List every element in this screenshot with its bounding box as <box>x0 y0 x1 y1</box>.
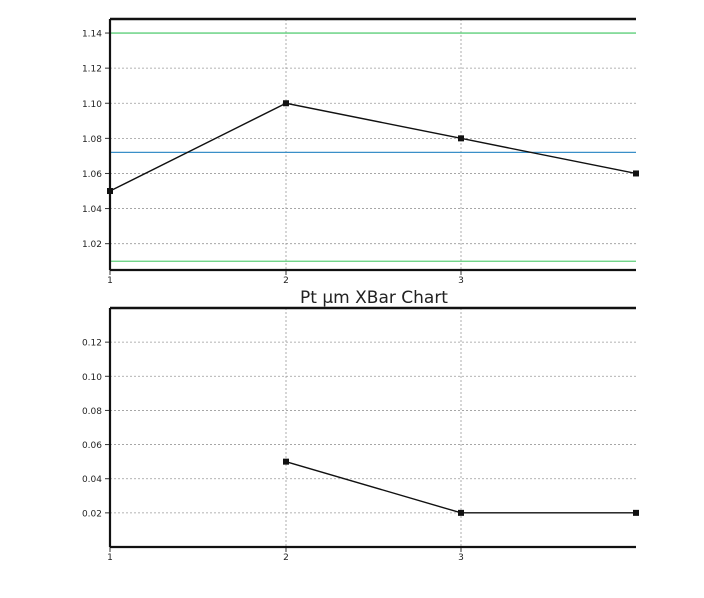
panel2-ytick-label: 0.10 <box>82 373 102 383</box>
panel2-xtick-label: 2 <box>283 553 289 563</box>
panel2-ytick-label: 0.04 <box>82 475 102 485</box>
panel1-ytick-label: 1.06 <box>82 170 102 180</box>
panel1-ytick-label: 1.02 <box>82 240 102 250</box>
panel2-xtick-label: 1 <box>107 553 113 563</box>
panel1-ytick-label: 1.04 <box>82 205 102 215</box>
panel1-ytick-label: 1.10 <box>82 100 102 110</box>
panel2-data-point <box>633 509 639 516</box>
panel1-ytick-label: 1.12 <box>82 65 102 75</box>
panel2-data-point <box>458 509 464 516</box>
panel1-xtick-label: 3 <box>458 276 464 286</box>
panel1-ytick-label: 1.14 <box>82 30 102 40</box>
panel2-ytick-label: 0.12 <box>82 339 102 349</box>
panel1-data-point <box>283 100 289 107</box>
panel1-data-point <box>458 135 464 142</box>
panel2-ytick-label: 0.06 <box>82 441 102 451</box>
panel1-xtick-label: 1 <box>107 276 113 286</box>
chart-title: Pt µm XBar Chart <box>300 288 448 308</box>
panel2-ytick-label: 0.08 <box>82 407 102 417</box>
panel2-ytick-label: 0.02 <box>82 509 102 519</box>
panel2-xtick-label: 3 <box>458 553 464 563</box>
panel1-xtick-label: 2 <box>283 276 289 286</box>
panel1-ytick-label: 1.08 <box>82 135 102 145</box>
panel1-series-line <box>109 102 637 192</box>
panel1-data-point <box>633 170 639 177</box>
panel2-data-point <box>283 458 289 465</box>
